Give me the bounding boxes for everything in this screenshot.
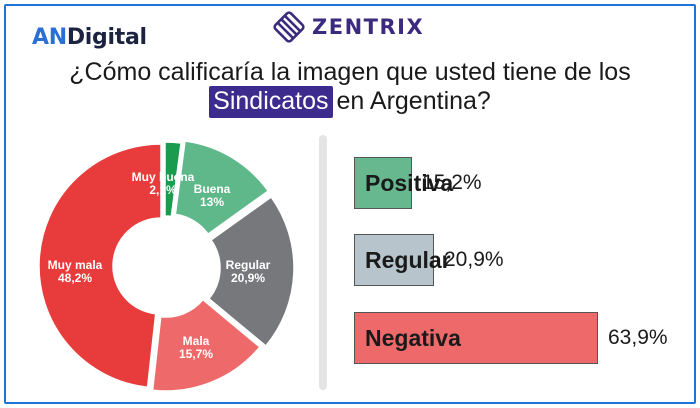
- bar-positiva: Positiva: [354, 157, 453, 209]
- bar-label-positiva: Positiva: [365, 169, 454, 196]
- bar-label-negativa: Negativa: [365, 324, 461, 351]
- donut-label-muy-buena: Muy buena 2,1%: [132, 170, 195, 197]
- donut-slice-regular: [207, 195, 295, 348]
- chart-title-line-1: ¿Cómo calificaría la imagen que usted ti…: [69, 58, 631, 86]
- donut-slice-buena: [174, 140, 270, 236]
- donut-label-muy-mala: Muy mala 48,2%: [48, 258, 103, 285]
- bar-negativa: Negativa: [354, 312, 598, 364]
- zentrix-logo: ZENTRIX: [272, 10, 424, 44]
- bar-regular: Regular: [354, 234, 451, 286]
- title-line-2-rest: en Argentina?: [336, 87, 491, 115]
- zentrix-mark-icon: [273, 11, 305, 43]
- donut-slice-muy-buena: [164, 141, 182, 218]
- bar-value-positiva: 15,2%: [422, 171, 482, 194]
- andigital-logo: ANDigital: [32, 25, 147, 50]
- chart-title-line-2: Sindicatos en Argentina?: [0, 86, 700, 118]
- bar-value-negativa: 63,9%: [608, 326, 668, 349]
- donut-label-regular: Regular 20,9%: [226, 258, 271, 285]
- donut-label-buena: Buena 13%: [194, 182, 231, 209]
- zentrix-wordmark: ZENTRIX: [312, 15, 425, 39]
- donut-label-mala: Mala 15,7%: [179, 334, 213, 361]
- donut-slice-mala: [151, 298, 261, 392]
- donut-slice-muy-mala: [38, 143, 162, 389]
- panel-divider: [319, 135, 327, 390]
- bar-label-regular: Regular: [365, 246, 451, 273]
- title-highlight: Sindicatos: [209, 86, 333, 118]
- bar-value-regular: 20,9%: [444, 248, 504, 271]
